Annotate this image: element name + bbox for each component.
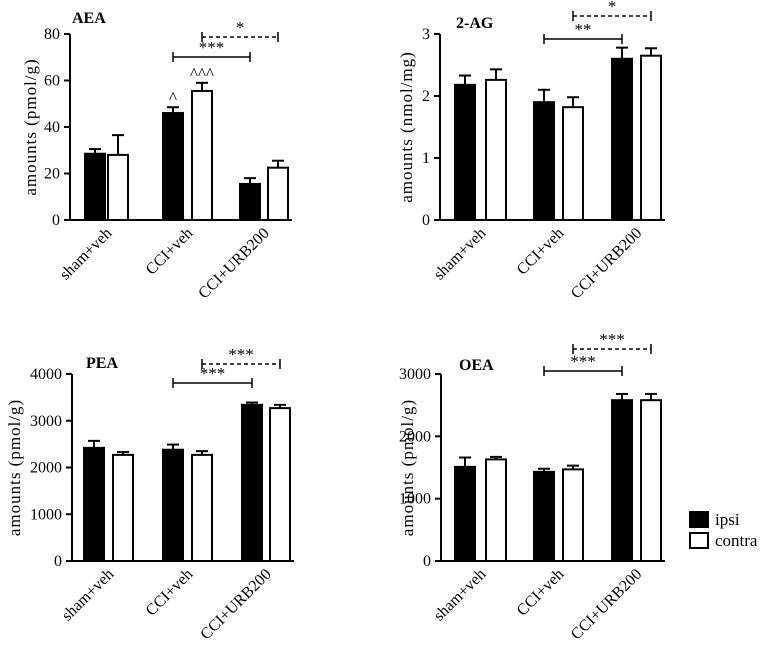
- bar-contra: [485, 78, 507, 221]
- category-label: CCI+veh: [514, 566, 568, 620]
- y-axis-label: amounts (nmol/mg): [397, 51, 416, 203]
- y-tick-label: 0: [422, 212, 430, 229]
- y-tick-label: 0: [52, 212, 60, 229]
- bar-ipsi: [454, 465, 476, 563]
- legend-swatch-contra: [689, 532, 709, 549]
- category-label: CCI+veh: [143, 225, 197, 279]
- panel-title: 2-AG: [456, 15, 494, 32]
- y-tick-label: 1000: [399, 491, 431, 508]
- significance-label: ***: [599, 330, 625, 349]
- y-tick-label: 3000: [399, 366, 431, 383]
- bar-contra: [640, 54, 662, 222]
- bar-contra: [191, 89, 213, 222]
- bar-annotation: ^: [169, 88, 177, 107]
- significance-label: **: [575, 20, 592, 39]
- panel-title: AEA: [72, 10, 106, 27]
- y-tick-label: 3000: [30, 413, 62, 430]
- panel-title: OEA: [459, 357, 494, 374]
- y-tick-label: 1000: [30, 506, 62, 523]
- bar-ipsi: [241, 403, 263, 563]
- bar-ipsi: [162, 112, 184, 221]
- category-label: CCI+URB200: [568, 566, 645, 643]
- y-tick-label: 80: [44, 26, 60, 43]
- significance-label: *: [236, 18, 245, 37]
- bar-contra: [112, 453, 134, 562]
- y-tick-label: 3: [422, 26, 430, 43]
- chart-panel-4: 0 1000 2000 3000 amounts (pmol/g) OEA sham+veh…: [398, 330, 665, 643]
- bar-ipsi: [83, 446, 105, 562]
- bar-annotation: ^^^: [190, 64, 214, 83]
- y-tick-label: 2000: [399, 428, 431, 445]
- bar-ipsi: [84, 152, 106, 221]
- y-tick-label: 20: [44, 166, 60, 183]
- y-axis-label: amounts (pmol/g): [5, 399, 24, 536]
- y-tick-label: 2000: [30, 460, 62, 477]
- bar-contra: [107, 153, 129, 221]
- category-label: sham+veh: [57, 225, 116, 284]
- bar-ipsi: [162, 448, 184, 562]
- y-tick-label: 4000: [30, 366, 62, 383]
- legend: ipsi contra: [689, 510, 758, 550]
- bar-ipsi: [611, 57, 633, 221]
- y-tick-label: 2: [422, 88, 430, 105]
- category-label: CCI+URB200: [197, 566, 274, 643]
- chart-panel-3: 0 1000 2000 3000 4000 amounts (pmol/g) PEA sham…: [5, 345, 294, 643]
- category-label: sham+veh: [431, 566, 490, 625]
- category-label: sham+veh: [431, 225, 490, 284]
- bar-ipsi: [533, 101, 555, 221]
- category-label: CCI+URB200: [195, 225, 272, 302]
- bar-ipsi: [533, 470, 555, 563]
- bar-ipsi: [454, 83, 476, 221]
- category-label: CCI+veh: [514, 225, 568, 279]
- category-label: sham+veh: [59, 566, 118, 625]
- y-tick-label: 0: [423, 553, 431, 570]
- bar-contra: [640, 399, 662, 562]
- panel-title: PEA: [86, 355, 118, 372]
- y-tick-label: 40: [44, 119, 60, 136]
- bar-contra: [562, 106, 584, 221]
- bar-contra: [269, 407, 291, 562]
- y-axis-label: amounts (pmol/g): [398, 399, 417, 536]
- bar-contra: [562, 468, 584, 562]
- bar-contra: [267, 166, 289, 221]
- category-label: CCI+veh: [143, 566, 197, 620]
- bar-contra: [485, 458, 507, 562]
- significance-label: ***: [199, 38, 225, 57]
- y-tick-label: 0: [54, 553, 62, 570]
- significance-label: ***: [570, 352, 596, 371]
- y-tick-label: 60: [44, 73, 60, 90]
- category-label: CCI+URB200: [568, 225, 645, 302]
- significance-label: ***: [200, 364, 226, 383]
- chart-panel-2: 0 1 2 3 amounts (nmol/mg) 2-AG sham+veh CCI+veh…: [397, 0, 665, 302]
- significance-label: *: [608, 0, 617, 16]
- y-tick-label: 1: [422, 150, 430, 167]
- significance-label: ***: [228, 345, 254, 364]
- legend-label-contra: contra: [715, 531, 758, 550]
- legend-swatch-ipsi: [689, 511, 709, 528]
- bar-ipsi: [239, 182, 261, 221]
- legend-label-ipsi: ipsi: [715, 510, 740, 529]
- bar-contra: [191, 453, 213, 562]
- bar-ipsi: [611, 399, 633, 562]
- y-axis-label: amounts (pmol/g): [21, 58, 40, 195]
